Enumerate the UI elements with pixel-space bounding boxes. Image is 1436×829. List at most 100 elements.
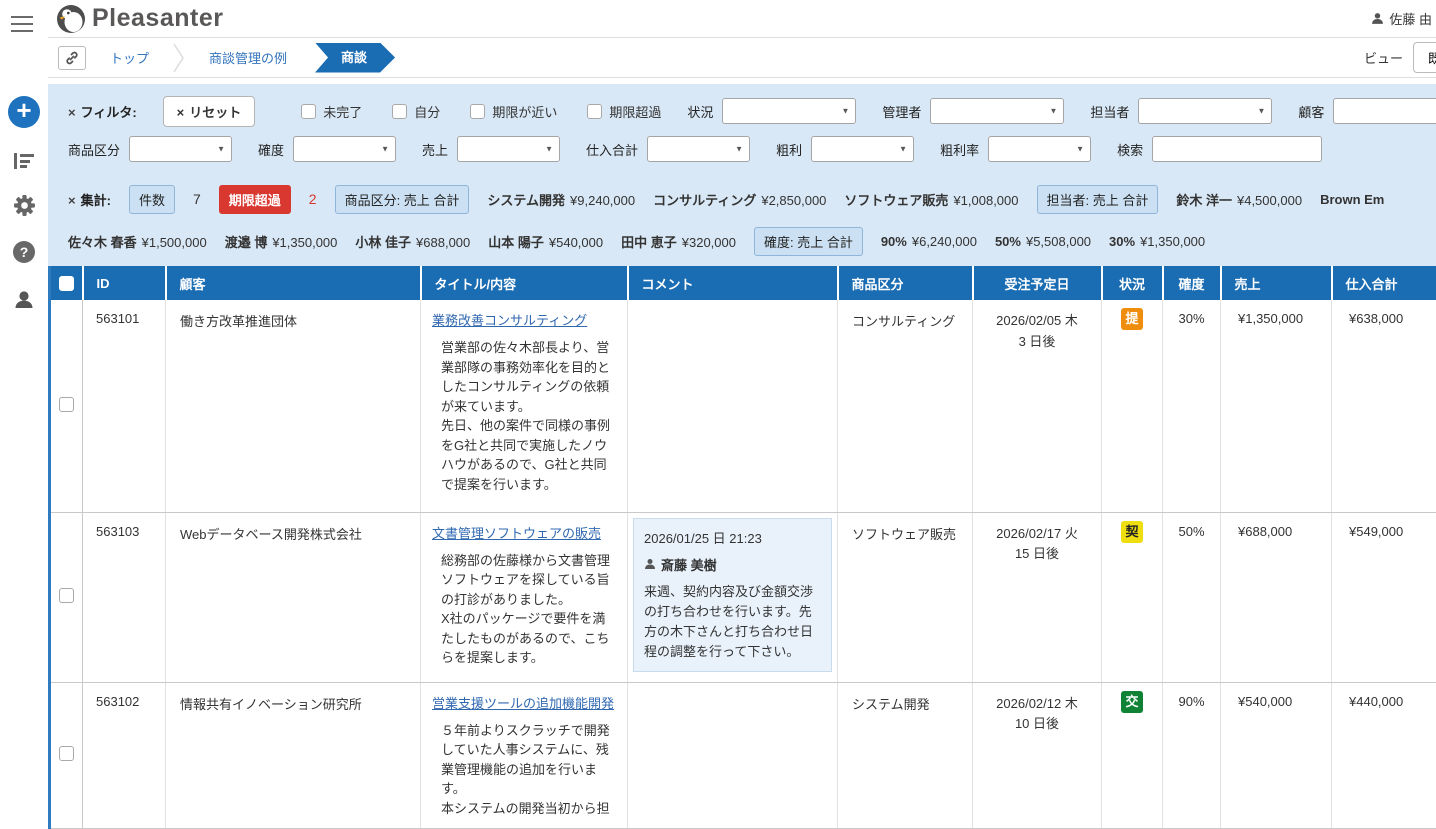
- select-all-checkbox[interactable]: [58, 276, 74, 292]
- filter-reset-button[interactable]: リセット: [162, 95, 256, 127]
- column-header-comment[interactable]: コメント: [627, 266, 839, 300]
- column-header-id[interactable]: ID: [82, 266, 167, 300]
- checkbox[interactable]: [392, 103, 408, 119]
- status-badge: 交: [1121, 690, 1143, 713]
- cell-probability: 30%: [1162, 300, 1221, 513]
- index-list-icon[interactable]: [14, 152, 34, 170]
- checkbox-label: 期限超過: [609, 104, 662, 120]
- row-checkbox[interactable]: [59, 746, 74, 762]
- aggregation-section-label[interactable]: 集計:: [68, 190, 111, 209]
- filter-dropdown[interactable]: [811, 136, 915, 162]
- filter-dropdown[interactable]: [1333, 98, 1436, 124]
- checkbox-label: 未完了: [323, 104, 363, 120]
- aggregation-button[interactable]: 期限超過: [218, 184, 291, 214]
- filter-section-label[interactable]: フィルタ:: [68, 102, 137, 121]
- cell-customer: Webデータベース開発株式会社: [165, 512, 421, 683]
- cell-customer: 働き方改革推進団体: [165, 300, 421, 513]
- cell-title: 業務改善コンサルティング 営業部の佐々木部長より、営業部隊の事務効率化を目的とし…: [420, 300, 628, 513]
- gear-icon[interactable]: [13, 194, 36, 217]
- column-header-category[interactable]: 商品区分: [837, 266, 974, 300]
- aggregation-button[interactable]: 担当者: 売上 合計: [1036, 184, 1159, 214]
- record-title-link[interactable]: 文書管理ソフトウェアの販売: [432, 525, 602, 541]
- column-header-purchase[interactable]: 仕入合計: [1331, 266, 1436, 300]
- search-input[interactable]: [1152, 136, 1323, 162]
- cell-order-date: 2026/02/12 木 10 日後: [972, 682, 1102, 829]
- column-header-customer[interactable]: 顧客: [165, 266, 422, 300]
- hamburger-menu-icon[interactable]: [11, 16, 33, 37]
- filter-dropdown[interactable]: [457, 136, 561, 162]
- permalink-button[interactable]: [58, 45, 86, 70]
- penguin-logo-icon: [57, 4, 85, 33]
- column-header-orderdate[interactable]: 受注予定日: [972, 266, 1103, 300]
- aggregation-stat: Brown Em: [1320, 191, 1385, 207]
- cell-order-date: 2026/02/05 木 3 日後: [972, 300, 1102, 513]
- current-user[interactable]: 佐藤 由: [1371, 9, 1432, 28]
- row-checkbox[interactable]: [59, 588, 74, 603]
- row-checkbox[interactable]: [59, 396, 74, 412]
- table-row[interactable]: 563103 Webデータベース開発株式会社 文書管理ソフトウェアの販売 総務部…: [49, 512, 1436, 683]
- row-select-cell: [49, 300, 83, 513]
- filter-dropdown[interactable]: [129, 136, 233, 162]
- record-title-link[interactable]: 業務改善コンサルティング: [432, 313, 588, 328]
- filter-checkbox-item[interactable]: 期限超過: [587, 102, 661, 121]
- breadcrumb-item-site[interactable]: 商談管理の例: [209, 51, 288, 66]
- cell-purchase: ¥549,000: [1331, 512, 1436, 683]
- cell-title: 営業支援ツールの追加機能開発 ５年前よりスクラッチで開発していた人事システムに、…: [420, 682, 628, 829]
- cell-comment: [627, 300, 838, 513]
- filter-dropdown[interactable]: [930, 98, 1065, 124]
- table-row[interactable]: 563101 働き方改革推進団体 業務改善コンサルティング 営業部の佐々木部長よ…: [49, 300, 1436, 513]
- dropdown-label: 状況: [687, 104, 714, 120]
- aggregation-button[interactable]: 件数: [128, 184, 175, 214]
- cell-purchase: ¥440,000: [1331, 682, 1436, 829]
- filter-dropdown[interactable]: [988, 136, 1092, 162]
- filter-dropdown[interactable]: [722, 98, 857, 124]
- record-body-text: 総務部の佐藤様から文書管理ソフトウェアを探している旨の打診がありました。 X社の…: [441, 552, 611, 666]
- cell-purchase: ¥638,000: [1331, 300, 1436, 513]
- breadcrumb-item-top[interactable]: トップ: [110, 51, 150, 66]
- record-title-link[interactable]: 営業支援ツールの追加機能開発: [432, 695, 615, 711]
- aggregation-value: 2: [308, 191, 317, 207]
- aggregation-stat: 渡邉 博 ¥1,350,000: [224, 234, 338, 250]
- column-header-title[interactable]: タイトル/内容: [420, 266, 629, 300]
- filter-dropdown[interactable]: [647, 136, 751, 162]
- cell-category: コンサルティング: [837, 300, 973, 513]
- checkbox[interactable]: [301, 103, 317, 119]
- new-record-button[interactable]: +: [8, 96, 40, 128]
- filter-checkbox-item[interactable]: 自分: [392, 102, 440, 121]
- search-label: 検索: [1117, 142, 1144, 158]
- filter-checkboxes: 未完了 自分 期限が近い 期限超過: [301, 102, 661, 121]
- column-header-probability[interactable]: 確度: [1162, 266, 1222, 300]
- checkbox[interactable]: [587, 103, 603, 119]
- aggregation-button[interactable]: 確度: 売上 合計: [753, 226, 863, 256]
- chevron-separator-icon: [173, 43, 184, 72]
- filter-dropdowns-row1: 状況 管理者 担当者 顧客: [687, 98, 1436, 124]
- filter-dropdown-group: 担当者: [1090, 98, 1273, 124]
- column-header-sales[interactable]: 売上: [1220, 266, 1333, 300]
- filter-checkbox-item[interactable]: 未完了: [301, 102, 362, 121]
- aggregation-stat: 50% ¥5,508,000: [994, 233, 1092, 249]
- dropdown-label: 売上: [422, 142, 449, 158]
- comment-date: 2026/01/25 日 21:23: [644, 530, 762, 546]
- cell-title: 文書管理ソフトウェアの販売 総務部の佐藤様から文書管理ソフトウェアを探している旨…: [420, 512, 628, 683]
- checkbox[interactable]: [470, 103, 486, 119]
- view-select-button[interactable]: 既: [1412, 42, 1436, 73]
- help-icon[interactable]: ?: [13, 241, 35, 263]
- filter-checkbox-item[interactable]: 期限が近い: [470, 102, 557, 121]
- dropdown-label: 確度: [258, 142, 285, 158]
- table-row[interactable]: 563102 情報共有イノベーション研究所 営業支援ツールの追加機能開発 ５年前…: [49, 682, 1436, 829]
- account-icon[interactable]: [12, 287, 36, 311]
- dropdown-label: 粗利: [776, 142, 803, 158]
- aggregation-value: 7: [192, 191, 201, 207]
- app-logo[interactable]: Pleasanter: [56, 4, 223, 34]
- filter-dropdown-group: 確度: [258, 136, 397, 162]
- select-all-header[interactable]: [49, 266, 84, 300]
- view-label: ビュー: [1363, 51, 1403, 66]
- aggregation-button[interactable]: 商品区分: 売上 合計: [334, 184, 470, 214]
- top-bar: Pleasanter 佐藤 由: [48, 0, 1436, 38]
- column-header-status[interactable]: 状況: [1101, 266, 1164, 300]
- filter-dropdown[interactable]: [293, 136, 397, 162]
- filter-dropdown-group: 状況: [687, 98, 857, 124]
- filter-dropdown-group: 商品区分: [68, 136, 233, 162]
- row-select-cell: [49, 512, 83, 683]
- filter-dropdown[interactable]: [1138, 98, 1273, 124]
